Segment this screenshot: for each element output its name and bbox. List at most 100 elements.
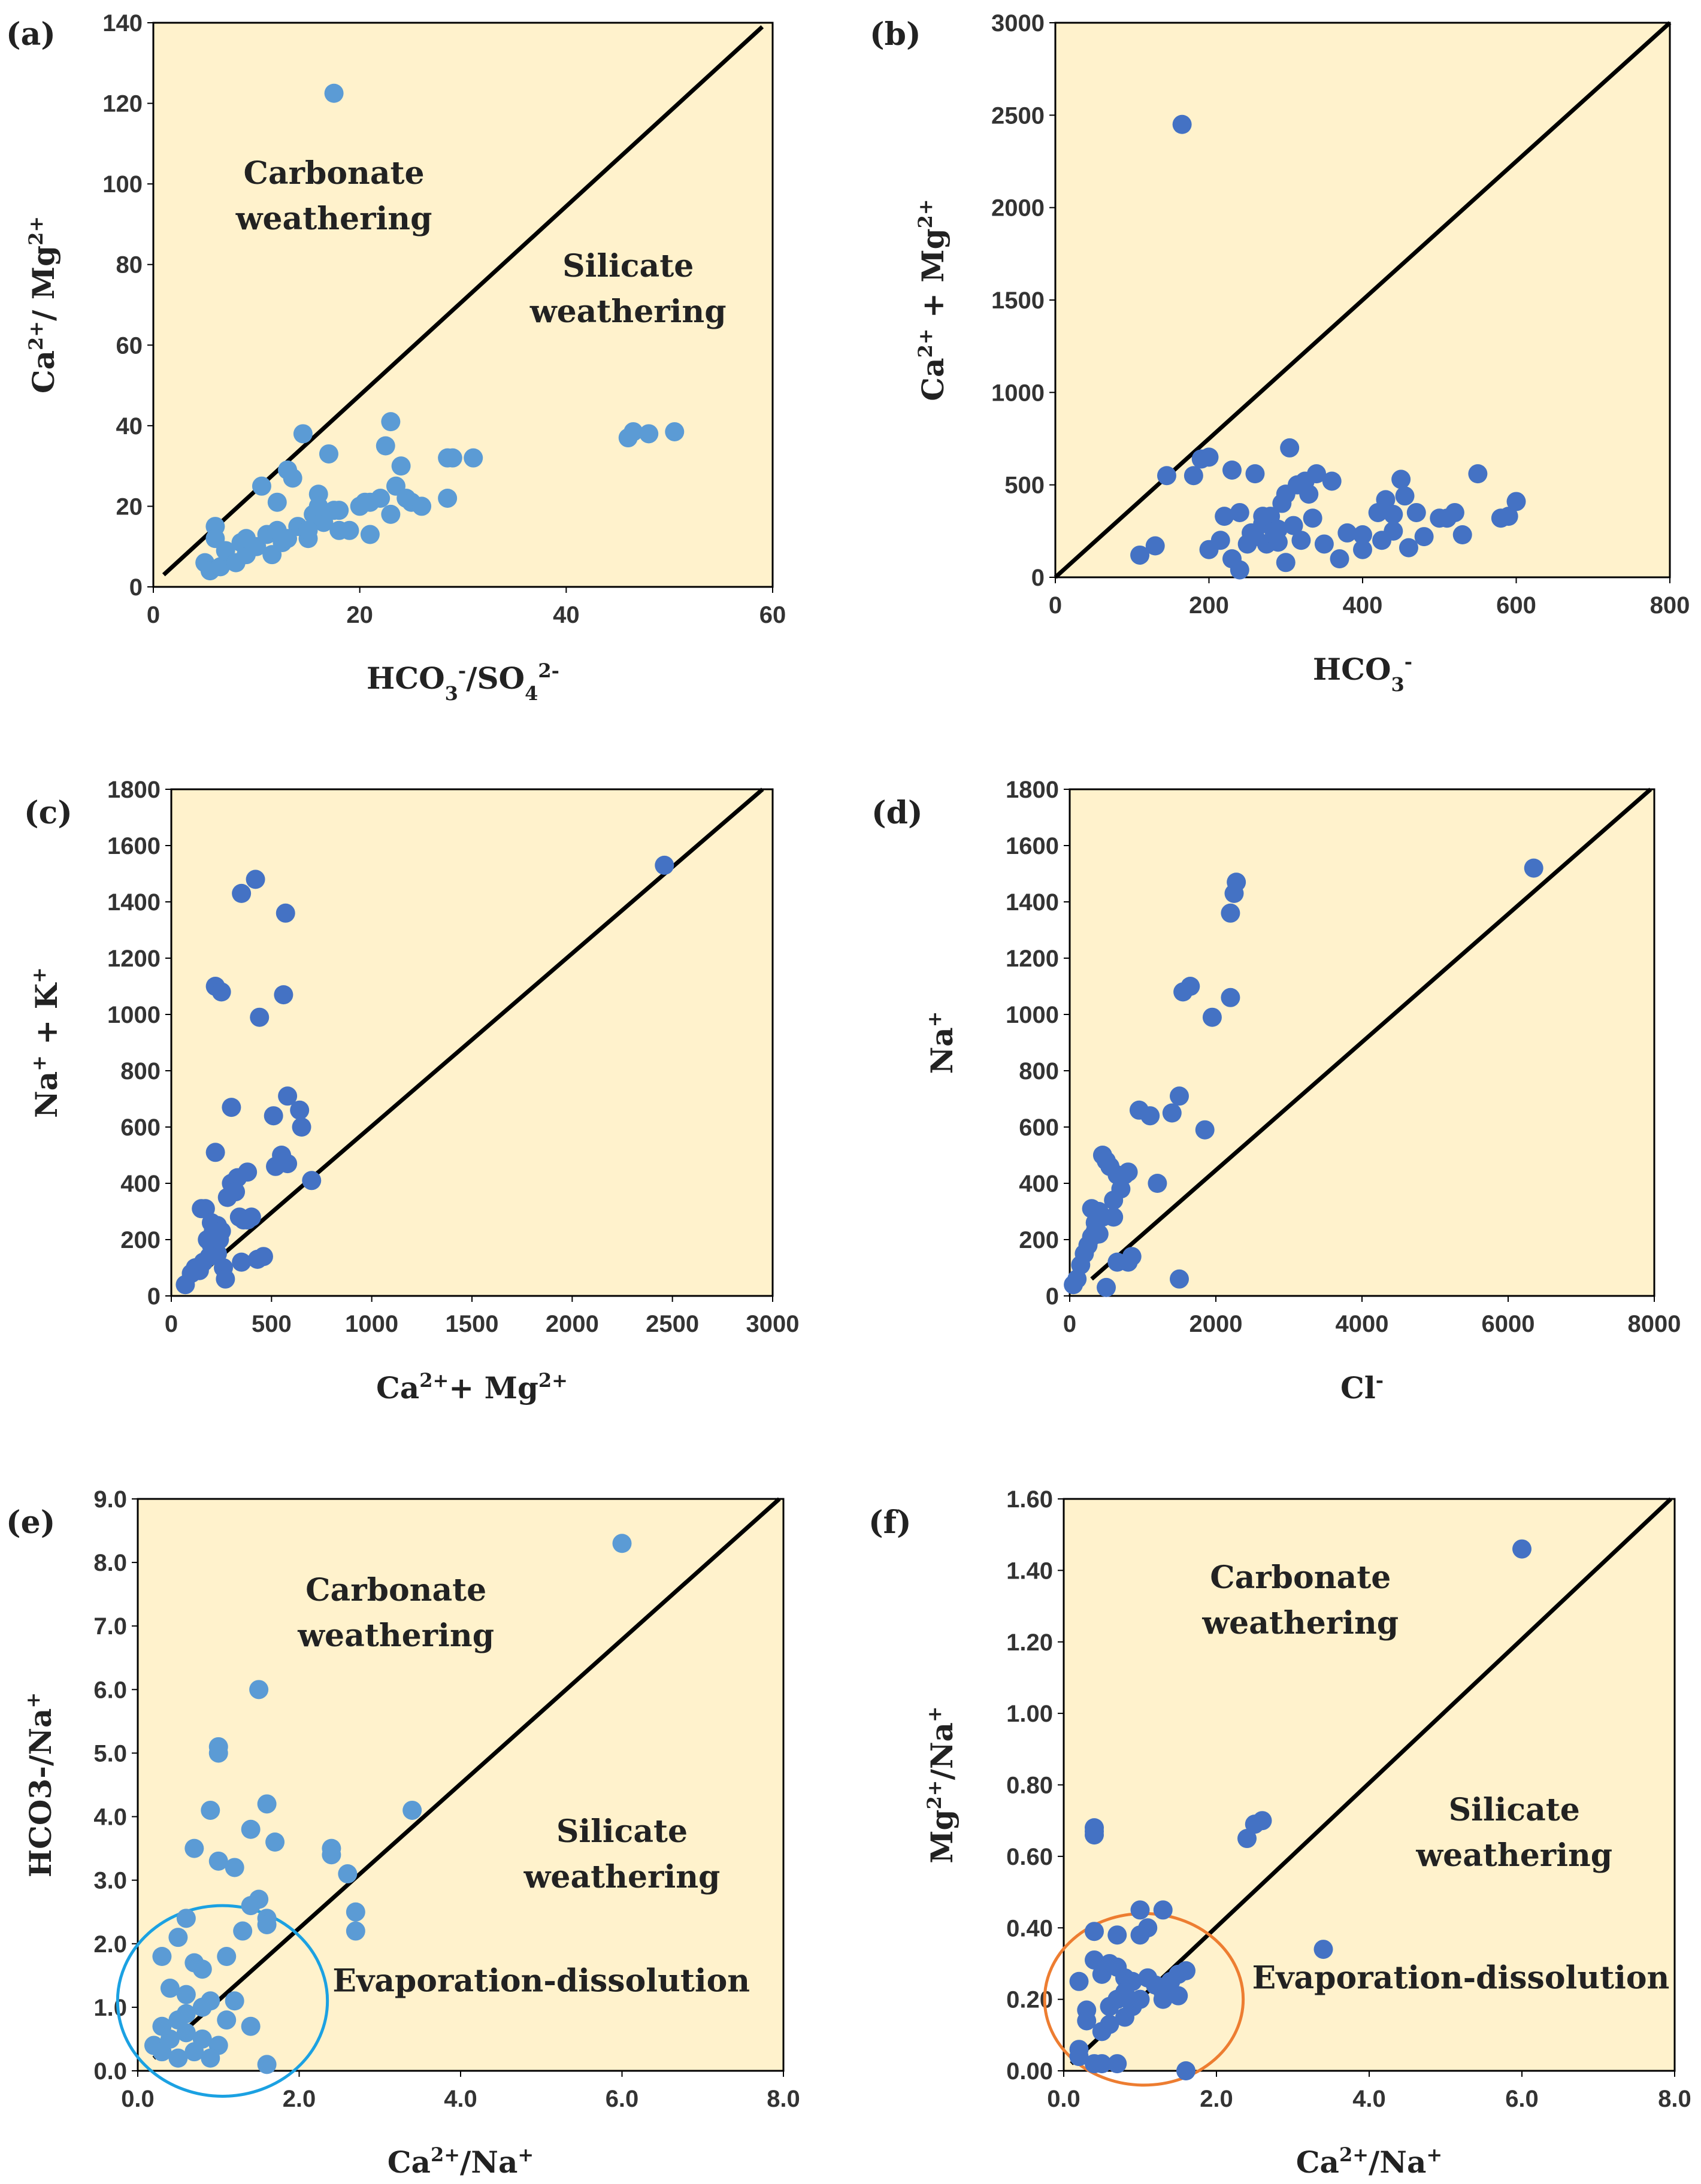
y-tick-label: 1.40 — [1006, 1558, 1053, 1584]
data-point — [1162, 1103, 1182, 1123]
y-tick-label: 600 — [1019, 1114, 1059, 1141]
y-tick-label: 0.40 — [1006, 1915, 1053, 1941]
x-tick-label: 0 — [165, 1311, 178, 1337]
data-point — [176, 1985, 196, 2004]
data-point — [257, 1915, 277, 1934]
x-tick-label: 200 — [1189, 592, 1229, 619]
x-tick-label: 2500 — [646, 1311, 699, 1337]
data-point — [1224, 883, 1244, 903]
y-tick-label: 40 — [116, 413, 143, 440]
data-point — [1138, 1918, 1158, 1938]
y-tick-label: 3000 — [991, 10, 1045, 37]
data-point — [266, 1156, 286, 1176]
x-tick-label: 1500 — [446, 1311, 499, 1337]
x-axis-label-part: 2+ — [538, 1369, 568, 1392]
annotation-line: weathering — [529, 293, 727, 330]
data-point — [1153, 1989, 1173, 2009]
data-point — [160, 1979, 180, 1998]
y-axis-label-part: Na — [29, 1071, 64, 1118]
y-tick-label: 0 — [1046, 1283, 1059, 1310]
annotation: Silicate weathering — [523, 1813, 721, 1895]
y-tick-label: 1600 — [1006, 833, 1059, 859]
data-point — [1210, 531, 1230, 550]
data-point — [381, 412, 401, 432]
y-axis-label-part: + — [28, 967, 50, 983]
reference-line — [152, 1497, 781, 2060]
data-point — [253, 1247, 273, 1267]
data-point — [1280, 438, 1300, 458]
data-point — [1303, 508, 1322, 528]
annotation: Silicate weathering — [1415, 1792, 1612, 1874]
panel-label: (e) — [6, 1504, 55, 1541]
x-tick-label: 400 — [1343, 592, 1383, 619]
data-point — [278, 1086, 298, 1106]
y-tick-label: 800 — [120, 1058, 161, 1085]
data-point — [1468, 464, 1488, 484]
data-point — [184, 2042, 204, 2062]
annotation-line: Carbonate — [305, 1572, 486, 1609]
x-tick-label: 600 — [1496, 592, 1536, 619]
chart-panel-c: 0 200 400 600 800 1000 1200 1400 1600 1800 0 500 100… — [24, 777, 799, 1405]
data-point — [264, 1106, 283, 1126]
data-point — [184, 1838, 204, 1858]
x-axis-label-part: - — [458, 659, 466, 682]
x-axis-label-part: 2+ — [431, 2143, 460, 2166]
data-point — [329, 501, 349, 520]
y-tick-label: 200 — [120, 1227, 161, 1253]
data-point — [1107, 1925, 1127, 1945]
data-point — [168, 2048, 188, 2068]
y-axis-label-part: 2+ — [914, 199, 937, 228]
data-point — [402, 1800, 422, 1820]
y-axis-label: Mg2+/Na+ — [923, 1706, 960, 1864]
y-tick-label: 400 — [1019, 1171, 1059, 1197]
data-point — [199, 1247, 219, 1267]
x-tick-label: 8000 — [1628, 1311, 1681, 1337]
y-tick-label: 0 — [129, 574, 143, 601]
data-point — [1512, 1539, 1531, 1559]
data-point — [241, 1207, 261, 1227]
data-point — [1153, 1900, 1173, 1920]
data-point — [1130, 1900, 1150, 1920]
data-point — [1314, 534, 1334, 554]
data-point — [412, 496, 432, 516]
annotation: Carbonate weathering — [297, 1572, 494, 1654]
y-tick-label: 1800 — [1006, 777, 1059, 803]
data-point — [1170, 1269, 1189, 1289]
data-point — [205, 529, 225, 549]
x-axis-label: Ca2+/Na+ — [1296, 2143, 1442, 2180]
y-axis-label-part: + — [923, 1706, 946, 1722]
x-tick-label: 60 — [759, 602, 786, 628]
data-point — [232, 1252, 252, 1272]
y-axis-label-part: 2+ — [25, 216, 47, 246]
data-point — [1118, 1162, 1138, 1182]
data-point — [208, 1851, 228, 1871]
data-point — [176, 2023, 196, 2043]
data-point — [237, 529, 256, 549]
x-axis-label-part: 2- — [538, 659, 559, 682]
y-tick-label: 1.20 — [1006, 1629, 1053, 1656]
evaporation-ellipse — [116, 1904, 329, 2098]
x-axis-label-part: 2+ — [419, 1369, 449, 1392]
panel-label: (d) — [871, 795, 923, 831]
data-point — [267, 492, 287, 512]
y-tick-label: 80 — [116, 252, 143, 278]
data-point — [249, 1680, 269, 1700]
data-point — [1140, 1106, 1160, 1126]
data-point — [1173, 982, 1193, 1002]
data-point — [298, 520, 318, 540]
x-tick-label: 800 — [1650, 592, 1690, 619]
data-point — [1148, 1174, 1167, 1193]
data-point — [1097, 1277, 1116, 1297]
data-point — [360, 492, 380, 512]
data-point — [1169, 1986, 1188, 2006]
y-tick-label: 1400 — [107, 889, 161, 916]
data-point — [246, 870, 265, 889]
annotation-line: weathering — [1201, 1605, 1399, 1641]
data-point — [201, 2048, 220, 2068]
y-tick-label: 600 — [120, 1114, 161, 1141]
x-tick-label: 3000 — [746, 1311, 800, 1337]
y-tick-label: 1000 — [991, 380, 1045, 406]
data-point — [1376, 490, 1396, 510]
data-point — [192, 1959, 212, 1979]
data-point — [324, 83, 344, 103]
